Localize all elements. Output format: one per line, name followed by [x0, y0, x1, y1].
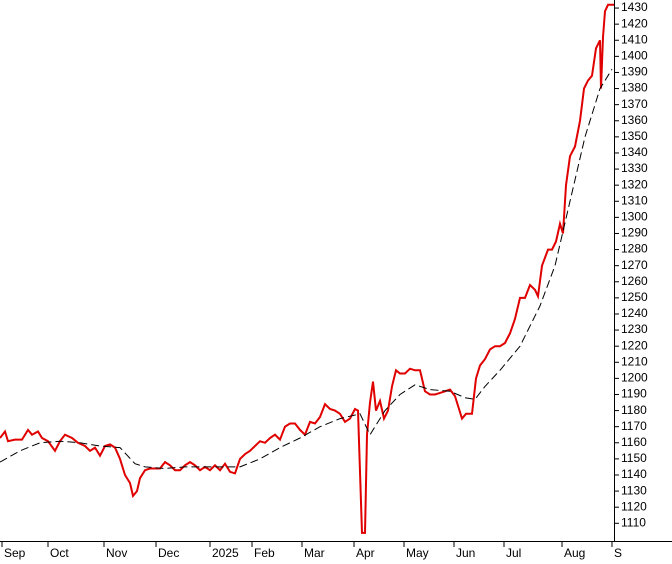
x-tick-label: Oct: [50, 546, 69, 560]
y-tick-label: 1410: [621, 32, 648, 46]
y-tick-label: 1290: [621, 226, 648, 240]
y-tick-label: 1190: [621, 387, 647, 401]
y-tick-label: 1390: [621, 65, 648, 79]
y-tick-label: 1180: [621, 403, 647, 417]
x-tick-label: Jul: [506, 546, 521, 560]
x-tick-label: May: [406, 546, 429, 560]
y-tick-label: 1120: [621, 499, 647, 513]
y-tick-label: 1110: [621, 515, 646, 529]
y-tick-label: 1220: [621, 338, 648, 352]
y-tick-label: 1400: [621, 49, 648, 63]
y-tick-label: 1350: [621, 129, 648, 143]
y-tick-label: 1200: [621, 371, 648, 385]
x-tick-label: Feb: [254, 546, 275, 560]
y-tick-label: 1360: [621, 113, 648, 127]
price-line: [0, 3, 614, 534]
x-tick-label: Mar: [304, 546, 325, 560]
x-tick-label: 2025: [212, 546, 239, 560]
y-tick-label: 1130: [621, 483, 647, 497]
y-tick-label: 1280: [621, 242, 648, 256]
y-tick-label: 1230: [621, 322, 648, 336]
x-tick-label: Nov: [106, 546, 127, 560]
y-tick-label: 1420: [621, 16, 648, 30]
y-tick-label: 1320: [621, 177, 648, 191]
x-tick-label: Jun: [456, 546, 475, 560]
y-tick-label: 1300: [621, 210, 648, 224]
x-tick-label: Dec: [158, 546, 179, 560]
x-tick-label: Apr: [356, 546, 375, 560]
y-tick-label: 1340: [621, 145, 648, 159]
x-tick-label: Aug: [564, 546, 585, 560]
y-tick-label: 1430: [621, 0, 648, 14]
y-tick-label: 1240: [621, 306, 648, 320]
x-tick-label: Sep: [4, 546, 26, 560]
y-tick-label: 1160: [621, 435, 647, 449]
y-tick-label: 1370: [621, 97, 648, 111]
y-tick-label: 1210: [621, 354, 648, 368]
y-tick-label: 1330: [621, 161, 648, 175]
x-tick-label: S: [614, 546, 622, 560]
y-tick-label: 1380: [621, 81, 648, 95]
y-tick-label: 1150: [621, 451, 647, 465]
y-tick-label: 1140: [621, 467, 647, 481]
y-tick-label: 1250: [621, 290, 648, 304]
y-tick-label: 1310: [621, 193, 648, 207]
y-tick-label: 1260: [621, 274, 648, 288]
average-line: [0, 68, 613, 470]
y-tick-label: 1170: [621, 419, 647, 433]
y-tick-label: 1270: [621, 258, 648, 272]
